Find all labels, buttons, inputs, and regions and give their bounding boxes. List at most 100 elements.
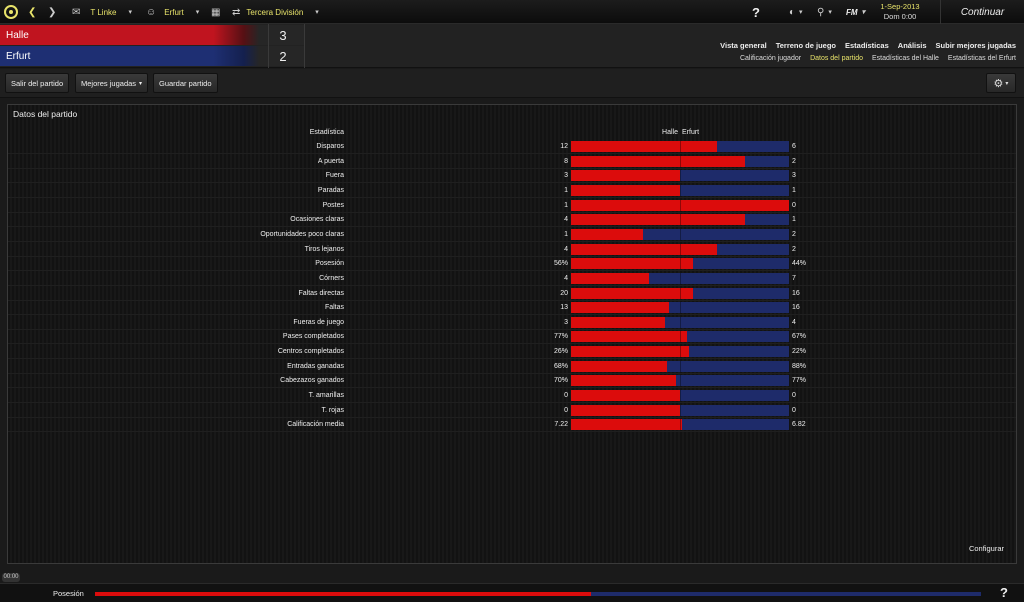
stat-label: T. amarillas <box>308 392 344 400</box>
home-value: 8 <box>564 157 568 165</box>
home-value: 4 <box>564 245 568 253</box>
home-share-fill <box>571 346 689 358</box>
exit-match-button[interactable]: Salir del partido <box>5 73 70 93</box>
save-match-button[interactable]: Guardar partido <box>153 73 218 93</box>
main-tabs: Vista general Terreno de juego Estadística… <box>720 41 1016 50</box>
stat-row: Disparos 12 6 <box>8 140 1016 154</box>
home-value: 1 <box>564 230 568 238</box>
stat-label: Postes <box>322 201 344 209</box>
tab-0[interactable]: Vista general <box>720 41 767 50</box>
subtab-0[interactable]: Calificación jugador <box>739 55 802 62</box>
away-value: 16 <box>792 289 800 297</box>
away-value: 6 <box>792 143 796 150</box>
home-value: 77% <box>553 333 568 341</box>
home-value: 68% <box>553 362 568 370</box>
back-button[interactable]: ❮ <box>28 0 36 24</box>
bar-midline <box>680 316 681 328</box>
stats-header: Estadística Halle Erfurt <box>8 129 1016 141</box>
home-share-fill <box>571 214 746 226</box>
fm-logo-icon[interactable] <box>4 5 18 19</box>
comparison-bar <box>571 419 789 431</box>
stat-label: Calificación media <box>287 421 344 429</box>
stat-row: Córners 4 7 <box>8 272 1016 286</box>
home-share-fill <box>571 258 694 270</box>
away-value: 44% <box>792 260 807 268</box>
away-value: 4 <box>792 318 796 326</box>
continue-button[interactable]: Continuar <box>940 0 1024 24</box>
bar-midline <box>680 272 681 284</box>
away-value: 2 <box>792 230 796 238</box>
help-button[interactable]: ? <box>752 0 760 24</box>
help-icon[interactable]: ? <box>1000 585 1008 600</box>
home-value: 56% <box>553 260 568 268</box>
away-value: 6.82 <box>792 421 806 429</box>
away-value: 88% <box>792 362 807 370</box>
home-share-fill <box>571 141 718 152</box>
stat-row: Calificación media 7.22 6.82 <box>8 418 1016 433</box>
home-value: 12 <box>560 143 568 150</box>
configure-button[interactable]: Configurar <box>968 544 1004 553</box>
home-share-fill <box>571 287 694 299</box>
club-menu[interactable]: ☺ Erfurt ▾ <box>146 0 199 24</box>
calendar-button[interactable]: ▦ <box>211 0 220 24</box>
stat-row: Cabezazos ganados 70% 77% <box>8 374 1016 389</box>
subtab-3[interactable]: Estadísticas del Erfurt <box>947 55 1016 62</box>
tab-3[interactable]: Análisis <box>897 41 927 50</box>
divider <box>268 24 269 68</box>
settings-button[interactable]: ⚙ ▾ <box>986 73 1016 93</box>
bar-midline <box>680 184 681 196</box>
bar-midline <box>680 390 681 402</box>
away-value: 22% <box>792 348 807 356</box>
globe-menu[interactable]: ◐ ▾ <box>789 0 803 24</box>
stat-row: Paradas 1 1 <box>8 184 1016 198</box>
away-value: 0 <box>792 406 796 414</box>
gear-icon: ⚙ <box>993 77 1004 90</box>
scoreboard: Halle 3 Erfurt 2 Vista general Terreno de… <box>0 24 1024 68</box>
comparison-bar <box>571 404 789 416</box>
subtab-2[interactable]: Estadísticas del Halle <box>871 55 939 62</box>
home-share-fill <box>571 228 643 240</box>
competition-menu[interactable]: ⇄ Tercera División ▾ <box>232 0 319 24</box>
chevron-down-icon: ▾ <box>128 9 132 16</box>
stat-row: Faltas directas 20 16 <box>8 287 1016 301</box>
subtab-1[interactable]: Datos del partido <box>810 55 863 62</box>
away-value: 1 <box>792 186 796 194</box>
tab-4[interactable]: Subir mejores jugadas <box>935 41 1016 50</box>
bar-midline <box>680 155 681 167</box>
away-value: 77% <box>792 377 807 385</box>
stat-label: Disparos <box>316 143 344 150</box>
home-team-name: Halle <box>6 29 29 41</box>
chevron-down-icon: ▾ <box>799 9 803 16</box>
manager-menu[interactable]: ✉ T Linke ▾ <box>72 0 132 24</box>
away-value: 2 <box>792 157 796 165</box>
transfer-icon: ⇄ <box>232 6 241 18</box>
stat-row: Oportunidades poco claras 1 2 <box>8 228 1016 242</box>
tab-2[interactable]: Estadísticas <box>845 41 889 50</box>
fm-menu[interactable]: FM ▾ <box>846 0 865 24</box>
stat-label: Centros completados <box>277 348 344 356</box>
bar-midline <box>680 258 681 270</box>
globe-icon: ◐ <box>789 6 796 18</box>
forward-button[interactable]: ❯ <box>48 0 56 24</box>
search-menu[interactable]: ⚲ ▾ <box>817 0 832 24</box>
chevron-left-icon: ❮ <box>28 6 37 18</box>
save-match-label: Guardar partido <box>159 78 212 88</box>
highlights-button[interactable]: Mejores jugadas ▾ <box>75 73 149 93</box>
stat-row: Centros completados 26% 22% <box>8 345 1016 360</box>
chevron-down-icon: ▾ <box>861 9 866 16</box>
tab-1[interactable]: Terreno de juego <box>775 41 836 50</box>
home-share-fill <box>571 155 746 167</box>
chevron-right-icon: ❯ <box>48 6 57 18</box>
competition-name: Tercera División <box>246 7 304 17</box>
stat-label: Faltas <box>324 304 344 312</box>
home-share-fill <box>571 272 650 284</box>
stat-label: A puerta <box>317 157 344 165</box>
stat-row: Ocasiones claras 4 1 <box>8 213 1016 228</box>
bar-midline <box>680 243 681 255</box>
comparison-bar <box>571 390 789 402</box>
home-share-fill <box>571 331 687 343</box>
stat-row: Pases completados 77% 67% <box>8 330 1016 345</box>
comparison-bar <box>571 170 789 182</box>
chevron-down-icon: ▾ <box>828 9 832 16</box>
home-share-fill <box>571 302 670 314</box>
